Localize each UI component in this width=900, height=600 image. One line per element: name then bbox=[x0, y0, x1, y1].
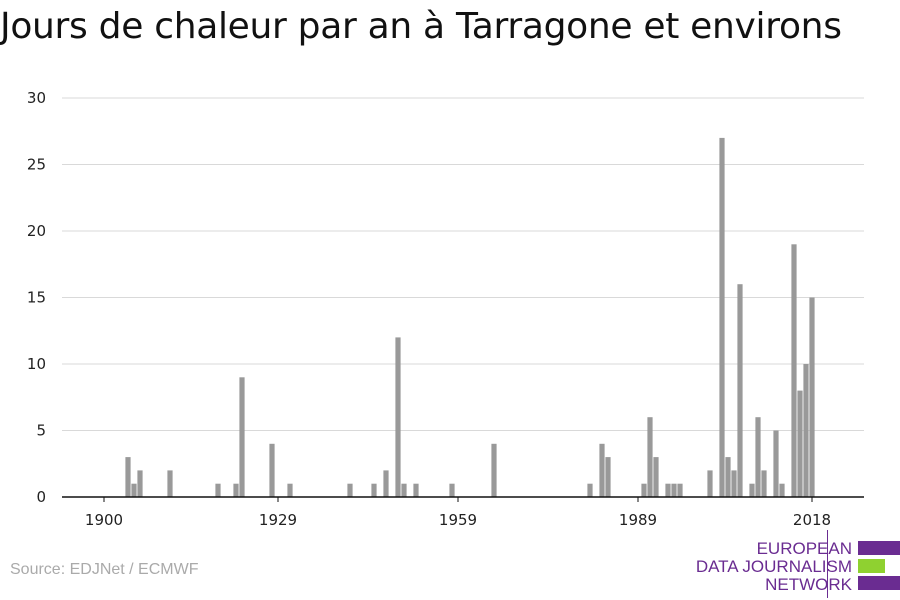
bar bbox=[779, 483, 785, 497]
bar bbox=[131, 483, 137, 497]
bar bbox=[665, 483, 671, 497]
y-tick-label: 20 bbox=[27, 222, 46, 240]
bar bbox=[167, 470, 173, 497]
x-tick-label: 1959 bbox=[439, 511, 477, 529]
bar bbox=[491, 443, 497, 497]
chart-title: Jours de chaleur par an à Tarragone et e… bbox=[0, 6, 842, 47]
bar bbox=[797, 390, 803, 497]
gridlines bbox=[62, 97, 864, 431]
bar bbox=[137, 470, 143, 497]
bar bbox=[347, 483, 353, 497]
y-tick-label: 15 bbox=[27, 289, 46, 307]
y-tick-label: 0 bbox=[36, 488, 46, 506]
logo-line-1: EUROPEAN bbox=[756, 539, 852, 558]
logo-line-2: DATA JOURNALISM bbox=[695, 557, 852, 576]
y-tick-label: 10 bbox=[27, 355, 46, 373]
bar bbox=[719, 137, 725, 497]
bar bbox=[371, 483, 377, 497]
bar bbox=[395, 337, 401, 497]
y-tick-label: 30 bbox=[27, 89, 46, 107]
y-tick-label: 25 bbox=[27, 156, 46, 174]
bar bbox=[233, 483, 239, 497]
bar bbox=[803, 364, 809, 497]
x-axis: 1900 1929 1959 1989 2018 bbox=[62, 496, 864, 529]
bar bbox=[671, 483, 677, 497]
bar bbox=[641, 483, 647, 497]
bar bbox=[677, 483, 683, 497]
bar bbox=[605, 457, 611, 497]
bar bbox=[125, 457, 131, 497]
bar bbox=[809, 297, 815, 497]
bar bbox=[749, 483, 755, 497]
bar bbox=[215, 483, 221, 497]
bar bbox=[587, 483, 593, 497]
bar bbox=[761, 470, 767, 497]
bar bbox=[653, 457, 659, 497]
y-tick-label: 5 bbox=[36, 422, 46, 440]
bar bbox=[731, 470, 737, 497]
logo-bar-green bbox=[858, 559, 885, 573]
x-tick-label: 2018 bbox=[793, 511, 831, 529]
logo-bar-purple-bottom bbox=[858, 576, 900, 590]
x-tick-label: 1929 bbox=[259, 511, 297, 529]
bar bbox=[599, 443, 605, 497]
bar bbox=[773, 430, 779, 497]
bar bbox=[383, 470, 389, 497]
y-axis-labels: 0 5 10 15 20 25 30 bbox=[27, 89, 46, 506]
logo-separator bbox=[827, 530, 828, 598]
edjnet-logo: EUROPEAN DATA JOURNALISM NETWORK bbox=[696, 528, 900, 600]
bar bbox=[269, 443, 275, 497]
x-tick-label: 1989 bbox=[619, 511, 657, 529]
bar bbox=[725, 457, 731, 497]
bar bbox=[401, 483, 407, 497]
x-tick-label: 1900 bbox=[85, 511, 123, 529]
logo-bar-purple-top bbox=[858, 541, 900, 555]
bar bbox=[707, 470, 713, 497]
bar bbox=[287, 483, 293, 497]
bar bbox=[449, 483, 455, 497]
logo-line-3: NETWORK bbox=[765, 575, 852, 594]
bar bbox=[755, 417, 761, 497]
bar bbox=[239, 377, 245, 497]
bars bbox=[125, 137, 815, 497]
bar bbox=[737, 284, 743, 497]
bar bbox=[647, 417, 653, 497]
source-note: Source: EDJNet / ECMWF bbox=[10, 561, 199, 578]
bar bbox=[791, 244, 797, 497]
bar bbox=[413, 483, 419, 497]
